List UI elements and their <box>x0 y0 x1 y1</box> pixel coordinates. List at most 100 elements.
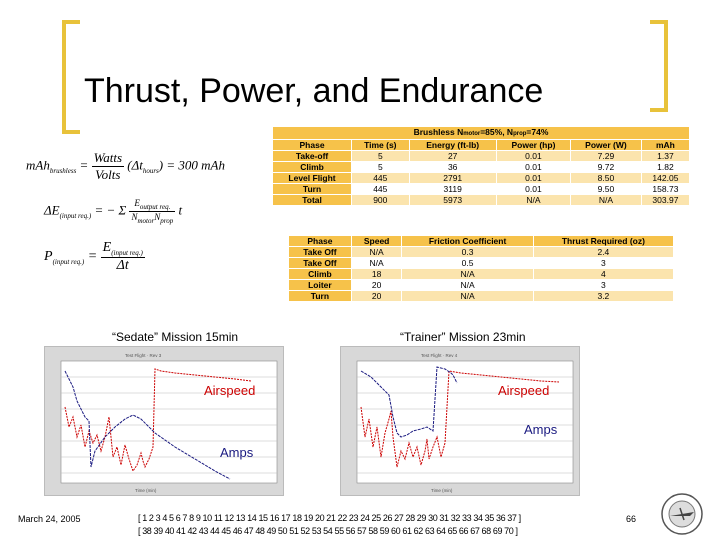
thrust-table-phase: Climb <box>288 268 352 280</box>
power-table-cell: 2791 <box>408 172 497 184</box>
thrust-table-row: Take Off N/A 0.5 3 <box>288 257 675 269</box>
thrust-table-header: Phase Speed Friction Coefficient Thrust Req… <box>288 235 675 247</box>
thrust-table-cell: 3 <box>532 257 675 269</box>
thrust-table-cell: 2.4 <box>532 246 675 258</box>
aero-club-logo-icon <box>661 493 703 535</box>
title-bracket-left <box>62 20 80 134</box>
thrust-table-cell: 3.2 <box>532 290 675 302</box>
thrust-table-cell: 0.5 <box>401 257 534 269</box>
power-table-cell: 5 <box>351 150 410 162</box>
energy-fraction: Eoutput req. NmotorNprop <box>129 198 176 225</box>
power-table-phase: Take-off <box>271 150 353 162</box>
power-table-cell: 9.72 <box>570 161 642 173</box>
power-table-row: Level Flight 445 2791 0.01 8.50 142.05 <box>271 172 691 184</box>
svg-text:Test Flight · Rev 3: Test Flight · Rev 3 <box>125 353 162 358</box>
thrust-table-cell: N/A <box>350 246 403 258</box>
thrust-table-phase: Turn <box>288 290 352 302</box>
thrust-table-cell: N/A <box>401 279 534 291</box>
power-table-header: Phase Time (s) Energy (ft-lb) Power (hp) Pow… <box>271 139 691 151</box>
title-bracket-right <box>650 20 668 112</box>
trainer-mission-chart: Test Flight · Rev 4 Time (min) <box>340 346 580 496</box>
power-table: Brushless Nmotor=85%, Nprop=74% Phase Tim… <box>271 126 691 206</box>
power-table-row: Climb 5 36 0.01 9.72 1.82 <box>271 161 691 173</box>
power-equation: P(input req.) = E(input req.) Δt <box>44 240 145 273</box>
power-table-row: Turn 445 3119 0.01 9.50 158.73 <box>271 183 691 195</box>
power-table-cell: 7.29 <box>570 150 642 162</box>
power-table-col-header: Power (W) <box>570 139 642 151</box>
power-table-caption: Brushless Nmotor=85%, Nprop=74% <box>272 126 690 140</box>
power-table-cell: 27 <box>408 150 497 162</box>
thrust-table-cell: 20 <box>350 290 403 302</box>
thrust-table: Phase Speed Friction Coefficient Thrust Req… <box>288 235 675 302</box>
thrust-table-cell: 3 <box>532 279 675 291</box>
power-table-cell: N/A <box>495 194 572 206</box>
mah-lhs: mAh <box>26 157 50 173</box>
mah-equation: mAhbrushless = Watts Volts (Δthours) = 3… <box>26 150 225 183</box>
power-table-cell: N/A <box>570 194 642 206</box>
sedate-mission-chart: Test Flight · Rev 3 Time (min) <box>44 346 284 496</box>
sedate-amps-label: Amps <box>220 445 254 460</box>
thrust-table-cell: N/A <box>401 268 534 280</box>
power-table-row: Total 900 5973 N/A N/A 303.97 <box>271 194 691 206</box>
slide-nav-line-1[interactable]: [ 1 2 3 4 5 6 7 8 9 10 11 12 13 14 15 16… <box>138 513 521 523</box>
footer-date: March 24, 2005 <box>18 514 81 524</box>
power-table-cell: 5973 <box>408 194 497 206</box>
mah-lhs-sub: brushless <box>49 167 77 176</box>
thrust-table-col-header: Thrust Required (oz) <box>532 235 675 247</box>
power-table-cell: 9.50 <box>570 183 642 195</box>
sedate-caption: “Sedate” Mission 15min <box>112 330 239 344</box>
power-table-col-header: mAh <box>640 139 691 151</box>
power-table-cell: 0.01 <box>495 183 572 195</box>
slide-nav-line-2[interactable]: [ 38 39 40 41 42 43 44 45 46 47 48 49 50… <box>138 526 518 536</box>
mah-denominator: Volts <box>95 167 121 182</box>
page-number: 66 <box>626 514 637 524</box>
power-fraction: E(input req.) Δt <box>100 240 145 273</box>
thrust-table-col-header: Friction Coefficient <box>401 235 534 247</box>
power-table-row: Take-off 5 27 0.01 7.29 1.37 <box>271 150 691 162</box>
trainer-caption: “Trainer” Mission 23min <box>400 330 526 344</box>
energy-equation: ΔE(input req.) = − Σ Eoutput req. Nmotor… <box>44 198 183 225</box>
thrust-table-cell: 0.3 <box>401 246 534 258</box>
thrust-table-cell: N/A <box>350 257 403 269</box>
power-table-col-header: Energy (ft-lb) <box>408 139 497 151</box>
thrust-table-cell: 18 <box>350 268 403 280</box>
power-table-phase: Total <box>271 194 353 206</box>
slide-title: Thrust, Power, and Endurance <box>84 72 544 110</box>
thrust-table-col-header: Phase <box>288 235 352 247</box>
power-table-col-header: Power (hp) <box>495 139 572 151</box>
power-table-cell: 3119 <box>408 183 497 195</box>
power-table-cell: 0.01 <box>495 150 572 162</box>
power-table-cell: 445 <box>351 183 410 195</box>
thrust-table-row: Turn 20 N/A 3.2 <box>288 290 675 302</box>
power-table-phase: Level Flight <box>271 172 353 184</box>
svg-text:Time (min): Time (min) <box>135 488 157 493</box>
thrust-table-phase: Take Off <box>288 246 352 258</box>
power-table-col-header: Phase <box>271 139 353 151</box>
thrust-table-phase: Take Off <box>288 257 352 269</box>
sedate-airspeed-label: Airspeed <box>204 383 256 398</box>
power-table-phase: Turn <box>271 183 353 195</box>
power-table-cell: 1.82 <box>640 161 691 173</box>
power-table-cell: 8.50 <box>570 172 642 184</box>
thrust-table-phase: Loiter <box>288 279 352 291</box>
power-table-cell: 142.05 <box>640 172 691 184</box>
svg-text:Test Flight · Rev 4: Test Flight · Rev 4 <box>421 353 458 358</box>
thrust-table-col-header: Speed <box>350 235 403 247</box>
power-table-cell: 5 <box>351 161 410 173</box>
thrust-table-cell: N/A <box>401 290 534 302</box>
power-table-cell: 0.01 <box>495 172 572 184</box>
power-table-cell: 303.97 <box>640 194 691 206</box>
power-table-cell: 1.37 <box>640 150 691 162</box>
power-table-phase: Climb <box>271 161 353 173</box>
trainer-amps-label: Amps <box>524 422 558 437</box>
power-table-cell: 900 <box>351 194 410 206</box>
thrust-table-cell: 20 <box>350 279 403 291</box>
power-table-cell: 0.01 <box>495 161 572 173</box>
trainer-airspeed-label: Airspeed <box>498 383 550 398</box>
mah-fraction: Watts Volts <box>91 150 124 183</box>
power-table-col-header: Time (s) <box>351 139 410 151</box>
thrust-table-row: Loiter 20 N/A 3 <box>288 279 675 291</box>
svg-text:Time (min): Time (min) <box>431 488 453 493</box>
mah-rhs: = 300 mAh <box>166 157 225 173</box>
thrust-table-row: Climb 18 N/A 4 <box>288 268 675 280</box>
